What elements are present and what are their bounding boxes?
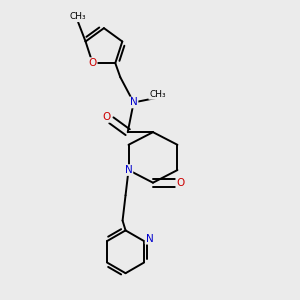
Text: N: N [146,234,153,244]
Text: O: O [176,178,185,188]
Text: O: O [88,58,97,68]
Text: O: O [103,112,111,122]
Text: N: N [124,165,132,175]
Text: CH₃: CH₃ [70,12,86,21]
Text: N: N [130,98,137,107]
Text: CH₃: CH₃ [149,90,166,99]
